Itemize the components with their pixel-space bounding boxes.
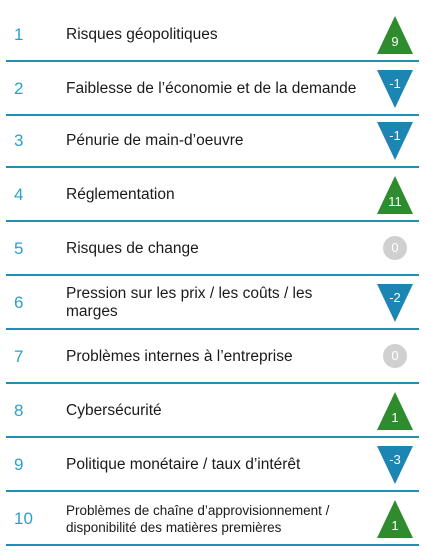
change-value: 11 xyxy=(388,194,402,209)
rank-number: 5 xyxy=(14,239,24,258)
rank-number: 2 xyxy=(14,79,24,98)
row-divider xyxy=(6,114,419,116)
row-divider xyxy=(6,166,419,168)
list-item: 8 Cybersécurité 1 xyxy=(6,388,419,438)
rank-number: 4 xyxy=(14,185,24,204)
change-value: 0 xyxy=(391,348,399,363)
list-item: 9 Politique monétaire / taux d’intérêt -3 xyxy=(6,442,419,492)
up-triangle-icon: 1 xyxy=(375,496,415,542)
rank-number: 7 xyxy=(14,347,24,366)
change-value: -1 xyxy=(389,76,401,91)
risk-label: Risques de change xyxy=(66,240,199,257)
risk-label: Risques géopolitiques xyxy=(66,26,218,43)
list-item: 7 Problèmes internes à l’entreprise 0 xyxy=(6,334,419,384)
change-value: 0 xyxy=(391,240,399,255)
list-item: 1 Risques géopolitiques 9 xyxy=(6,12,419,62)
row-divider xyxy=(6,490,419,492)
risk-label: Cybersécurité xyxy=(66,402,162,419)
rank-number: 10 xyxy=(14,509,33,528)
risk-label: Politique monétaire / taux d’intérêt xyxy=(66,456,301,473)
row-divider xyxy=(6,328,419,330)
up-triangle-icon: 11 xyxy=(375,172,415,218)
list-item: 4 Réglementation 11 xyxy=(6,172,419,222)
change-value: 1 xyxy=(391,518,399,533)
change-value: 9 xyxy=(391,34,399,49)
risk-label: Réglementation xyxy=(66,186,175,203)
neutral-circle-icon: 0 xyxy=(375,334,415,380)
list-item: 2 Faiblesse de l’économie et de la demand… xyxy=(6,66,419,116)
rank-number: 8 xyxy=(14,401,24,420)
neutral-circle-icon: 0 xyxy=(375,226,415,272)
rank-number: 6 xyxy=(14,293,24,312)
down-triangle-icon: -1 xyxy=(375,118,415,164)
row-divider xyxy=(6,60,419,62)
change-value: 1 xyxy=(391,410,399,425)
down-triangle-icon: -1 xyxy=(375,66,415,112)
row-divider xyxy=(6,274,419,276)
risk-label: Faiblesse de l’économie et de la demande xyxy=(66,80,357,97)
up-triangle-icon: 1 xyxy=(375,388,415,434)
list-item: 6 Pression sur les prix / les coûts / les… xyxy=(6,280,419,330)
row-divider xyxy=(6,436,419,438)
change-value: -3 xyxy=(389,452,401,467)
row-divider xyxy=(6,544,419,546)
row-divider xyxy=(6,382,419,384)
risk-label: Problèmes de chaîne d’approvisionnement … xyxy=(66,503,330,535)
rank-number: 1 xyxy=(14,25,24,44)
up-triangle-icon: 9 xyxy=(375,12,415,58)
row-divider xyxy=(6,220,419,222)
rank-number: 9 xyxy=(14,455,24,474)
risk-label: Pénurie de main-d’oeuvre xyxy=(66,132,244,149)
list-item: 10 Problèmes de chaîne d’approvisionnemen… xyxy=(6,496,419,546)
change-value: -1 xyxy=(389,128,401,143)
risk-label: Problèmes internes à l’entreprise xyxy=(66,348,293,365)
down-triangle-icon: -2 xyxy=(375,280,415,326)
change-value: -2 xyxy=(389,290,401,305)
list-item: 5 Risques de change 0 xyxy=(6,226,419,276)
list-item: 3 Pénurie de main-d’oeuvre -1 xyxy=(6,118,419,168)
risk-label: Pression sur les prix / les coûts / les … xyxy=(66,285,313,320)
down-triangle-icon: -3 xyxy=(375,442,415,488)
rank-number: 3 xyxy=(14,131,24,150)
